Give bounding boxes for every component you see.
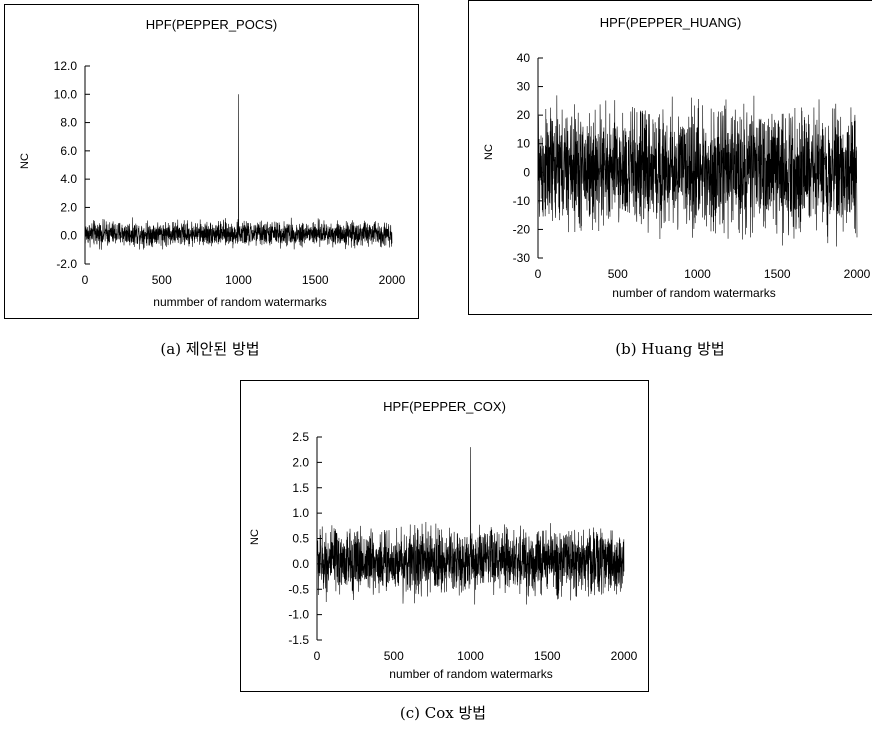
caption-c: (c) Cox 방법 [399,704,487,722]
y-tick-label: 2.5 [292,430,309,444]
y-tick-label: 0.0 [60,229,77,243]
y-tick-label: 1.5 [292,481,309,495]
y-tick-label: 40 [517,51,531,65]
x-axis-label: number of random watermarks [612,286,776,300]
y-tick-label: 6.0 [60,144,77,158]
x-tick-label: 0 [82,273,89,287]
x-axis-label: number of random watermarks [389,667,553,681]
x-tick-label: 1500 [302,273,329,287]
y-tick-label: 2.0 [60,200,77,214]
x-tick-label: 500 [152,273,172,287]
x-tick-label: 0 [314,649,321,663]
y-tick-label: -2.0 [56,257,77,271]
series-line [537,95,858,247]
chart-title: HPF(PEPPER_POCS) [145,17,278,32]
y-tick-label: 4.0 [60,172,77,186]
x-tick-label: 1500 [764,267,791,281]
y-tick-label: 30 [517,80,531,94]
chart-panel-pocs: HPF(PEPPER_POCS) 12.0 10.0 8.0 6.0 4.0 2.0 0.0… [4,4,419,319]
y-tick-label: 10.0 [54,87,78,101]
x-tick-label: 2000 [844,267,871,281]
y-tick-label: -30 [513,251,531,265]
chart-title: HPF(PEPPER_HUANG) [599,15,742,30]
y-tick-label: 8.0 [60,116,77,130]
x-tick-label: 2000 [611,649,638,663]
x-tick-label: 1000 [225,273,252,287]
y-tick-label: 0 [523,165,530,179]
chart-plot: 40 30 20 10 0 -10 -20 -30 0 500 1000 1500 2000 [513,51,871,281]
y-tick-label: 20 [517,108,531,122]
chart-panel-cox: HPF(PEPPER_COX) 2.5 2.0 1.5 1.0 0.5 0.0 -0.5 -1… [240,380,649,692]
y-tick-label: 12.0 [54,59,78,73]
y-axis-label: NC [18,153,31,169]
chart-plot: 12.0 10.0 8.0 6.0 4.0 2.0 0.0 -2.0 0 500 1000 1500 2… [54,59,406,287]
caption-a: (a) 제안된 방법 [160,340,260,358]
x-tick-label: 0 [535,267,542,281]
y-axis-label: NC [482,144,495,160]
y-tick-label: -1.0 [288,608,309,622]
y-axis-label: NC [248,529,261,545]
x-tick-label: 1000 [457,649,484,663]
y-tick-label: -20 [513,222,531,236]
x-tick-label: 1000 [684,267,711,281]
y-tick-label: 1.0 [292,506,309,520]
series-line [84,94,393,250]
y-tick-label: 10 [517,137,531,151]
x-tick-label: 2000 [379,273,406,287]
series-line [316,447,625,605]
y-tick-label: -1.5 [288,633,309,647]
y-tick-label: 0.0 [292,557,309,571]
y-tick-label: 0.5 [292,532,309,546]
y-tick-label: -0.5 [288,582,309,596]
chart-panel-huang: HPF(PEPPER_HUANG) 40 30 20 10 0 -10 -20 -30 0 500… [468,0,872,315]
x-axis-label: nummber of random watermarks [153,295,327,309]
caption-b: (b) Huang 방법 [615,340,725,358]
chart-title: HPF(PEPPER_COX) [383,399,506,414]
x-tick-label: 1500 [534,649,561,663]
y-tick-label: -10 [513,194,531,208]
chart-plot: 2.5 2.0 1.5 1.0 0.5 0.0 -0.5 -1.0 -1.5 0 500 1000 15… [288,430,638,663]
x-tick-label: 500 [608,267,628,281]
y-tick-label: 2.0 [292,455,309,469]
x-tick-label: 500 [384,649,404,663]
